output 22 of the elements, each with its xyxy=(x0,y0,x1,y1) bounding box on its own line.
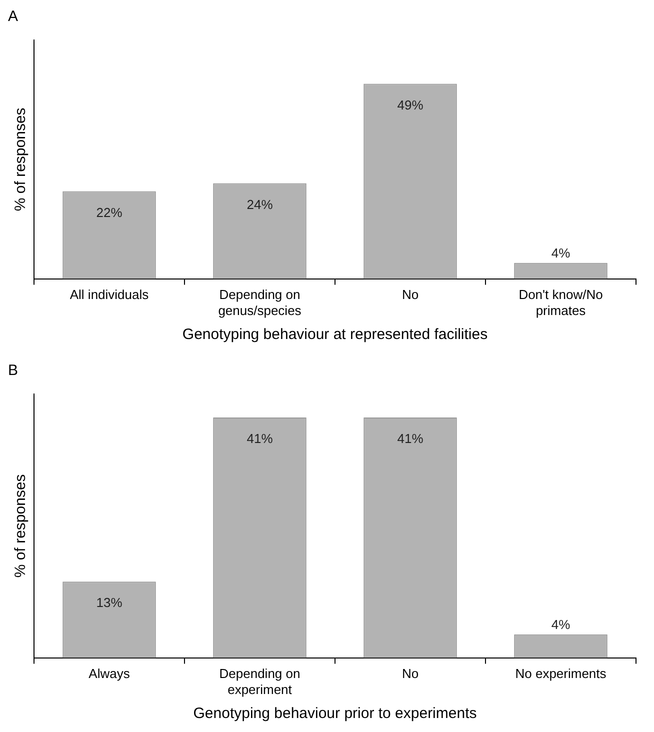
chart-title: A xyxy=(8,8,18,26)
x-tick-label: All individuals xyxy=(70,287,150,302)
x-axis-title: Genotyping behaviour prior to experiments xyxy=(193,705,477,722)
y-axis-title: % of responses xyxy=(12,108,30,212)
x-tick-label: No experiments xyxy=(515,666,607,682)
data-label: 41% xyxy=(397,431,424,446)
x-tick-label: Always xyxy=(88,666,130,682)
x-tick-label: No xyxy=(402,287,419,302)
data-label: 49% xyxy=(397,97,424,112)
y-axis-title: % of responses xyxy=(12,474,30,578)
data-label: 4% xyxy=(551,245,571,260)
x-axis-title: Genotyping behaviour at represented facilities xyxy=(182,326,488,344)
data-label: 13% xyxy=(96,595,123,610)
x-tick-label: Depending on genus/species xyxy=(218,287,302,318)
data-label: 41% xyxy=(246,431,274,446)
data-label: 22% xyxy=(96,204,123,220)
x-tick-label: Depending on experiment xyxy=(219,666,300,697)
chart-title: B xyxy=(8,362,18,380)
data-label: 4% xyxy=(551,616,571,632)
data-label: 24% xyxy=(246,196,274,212)
x-tick-label: No xyxy=(402,666,419,682)
x-tick-label: Don't know/No primates xyxy=(518,287,603,318)
